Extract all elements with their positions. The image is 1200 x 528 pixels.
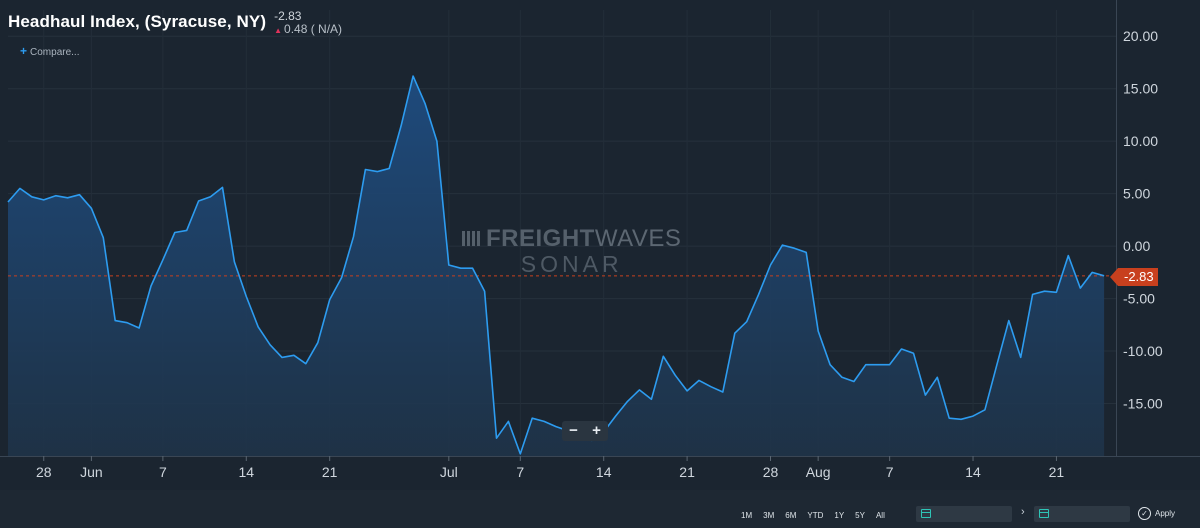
y-axis: 20.00 15.00 10.00 5.00 0.00 -5.00 -10.00 -15.00 [1123, 28, 1163, 411]
x-tick-label: 21 [322, 464, 338, 480]
range-button-all[interactable]: All [875, 511, 885, 520]
check-circle-icon: ✓ [1138, 507, 1151, 520]
x-tick-label: 21 [679, 464, 695, 480]
x-axis: 28 Jun 7 14 21 Jul 7 14 21 28 Aug 7 14 21 [36, 456, 1064, 480]
y-tick-label: -5.00 [1123, 291, 1155, 307]
y-tick-label: 20.00 [1123, 28, 1158, 44]
y-tick-label: 10.00 [1123, 133, 1158, 149]
plus-icon: + [20, 44, 28, 58]
x-tick-label: 14 [596, 464, 612, 480]
x-tick-label: 28 [763, 464, 779, 480]
change-value: 0.48 ( N/A) [284, 22, 343, 36]
x-tick-label: 7 [886, 464, 894, 480]
zoom-in-button[interactable]: + [592, 422, 601, 439]
range-toolbar: 1M 3M 6M YTD 1Y 5Y All › ✓ Apply [0, 490, 1200, 528]
chart-header: Headhaul Index, (Syracuse, NY) -2.83 ▲ 0.… [8, 10, 342, 37]
start-date-field[interactable] [916, 506, 1012, 522]
range-button-5y[interactable]: 5Y [855, 511, 865, 520]
range-button-3m[interactable]: 3M [763, 511, 775, 520]
compare-button[interactable]: + Compare... [20, 44, 79, 58]
range-button-6m[interactable]: 6M [785, 511, 797, 520]
series-line [7, 75, 1105, 455]
zoom-control: − + [562, 421, 608, 441]
y-tick-label: 0.00 [1123, 238, 1150, 254]
chart-title: Headhaul Index, (Syracuse, NY) [8, 12, 267, 31]
x-tick-label: Aug [806, 464, 831, 480]
range-button-ytd[interactable]: YTD [807, 511, 824, 520]
up-arrow-icon: ▲ [274, 26, 283, 35]
calendar-icon [1039, 509, 1049, 518]
x-tick-label: 14 [965, 464, 981, 480]
x-tick-label: 7 [516, 464, 524, 480]
range-button-1y[interactable]: 1Y [834, 511, 845, 520]
zoom-out-button[interactable]: − [569, 422, 578, 439]
y-tick-label: -15.00 [1123, 396, 1163, 412]
compare-label: Compare... [30, 47, 80, 58]
y-tick-label: -10.00 [1123, 343, 1163, 359]
change-readout: ▲ 0.48 ( N/A) [274, 23, 342, 37]
apply-button[interactable]: ✓ Apply [1138, 507, 1175, 520]
calendar-icon [921, 509, 931, 518]
x-tick-label: 28 [36, 464, 52, 480]
x-tick-label: Jul [440, 464, 458, 480]
end-date-field[interactable] [1034, 506, 1130, 522]
range-buttons: 1M 3M 6M YTD 1Y 5Y All [741, 511, 885, 520]
apply-label: Apply [1155, 509, 1176, 518]
date-separator: › [1021, 506, 1025, 518]
x-tick-label: 21 [1049, 464, 1065, 480]
x-tick-label: Jun [80, 464, 103, 480]
last-value-readout: -2.83 [274, 9, 302, 23]
y-tick-label: 5.00 [1123, 186, 1150, 202]
chart: 20.00 15.00 10.00 5.00 0.00 -5.00 -10.00 -15.00… [0, 0, 1200, 480]
x-tick-label: 7 [159, 464, 167, 480]
range-button-1m[interactable]: 1M [741, 511, 753, 520]
y-tick-label: 15.00 [1123, 81, 1158, 97]
series-area [8, 76, 1105, 456]
x-tick-label: 14 [238, 464, 254, 480]
last-value-badge: -2.83 [1110, 268, 1158, 286]
header-values: -2.83 ▲ 0.48 ( N/A) [274, 10, 342, 37]
